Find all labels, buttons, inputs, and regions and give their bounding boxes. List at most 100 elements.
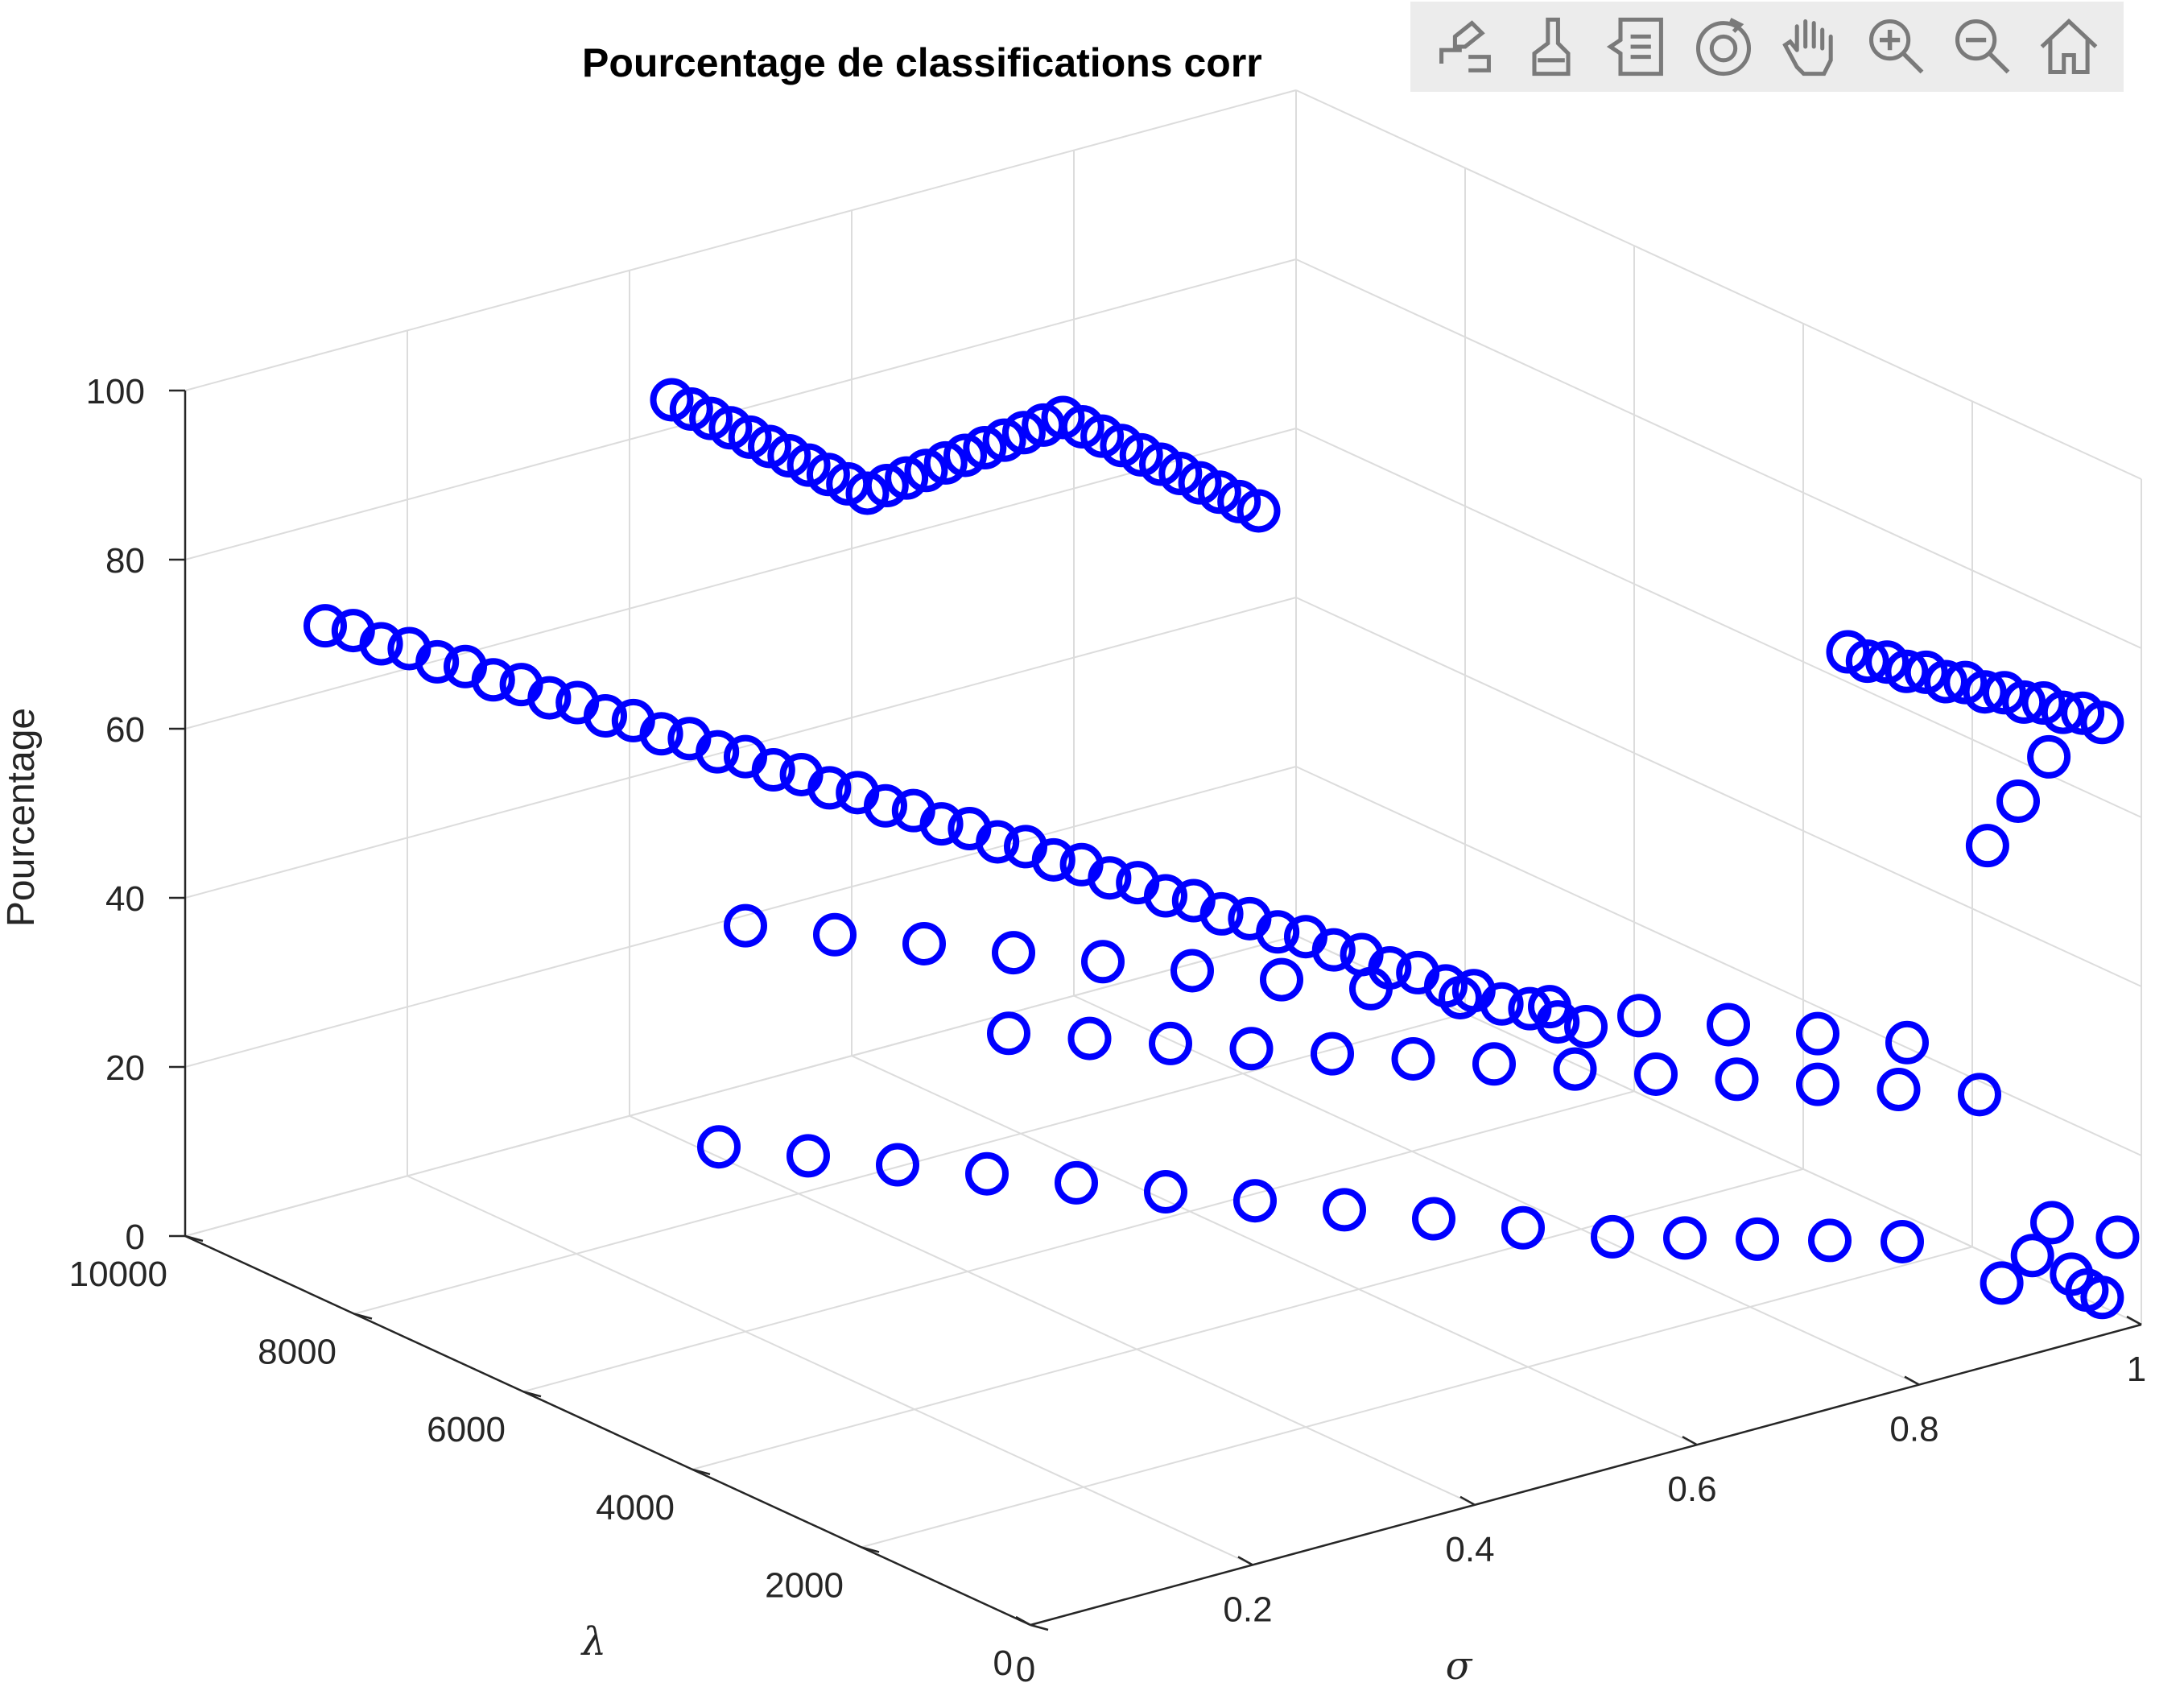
data-point[interactable] <box>943 433 987 478</box>
data-point[interactable] <box>1796 1062 1839 1106</box>
data-point[interactable] <box>1031 837 1075 882</box>
pan-button[interactable] <box>1773 10 1848 84</box>
data-point[interactable] <box>639 712 683 756</box>
data-point[interactable] <box>471 658 515 702</box>
data-point[interactable] <box>1924 659 1967 704</box>
data-point[interactable] <box>1149 1021 1192 1065</box>
rotate-3d-button[interactable] <box>1687 10 1761 84</box>
data-point[interactable] <box>885 456 929 500</box>
data-point[interactable] <box>1715 1057 1759 1102</box>
data-point[interactable] <box>2095 1215 2140 1259</box>
data-point[interactable] <box>1260 957 1303 1002</box>
data-point[interactable] <box>751 748 795 792</box>
data-point[interactable] <box>2041 690 2085 734</box>
data-point[interactable] <box>1845 639 1889 684</box>
data-point[interactable] <box>415 639 460 684</box>
export-button[interactable] <box>1428 10 1502 84</box>
data-point[interactable] <box>1229 1027 1274 1071</box>
data-point[interactable] <box>696 730 740 774</box>
data-point[interactable] <box>2080 1275 2124 1320</box>
data-point[interactable] <box>864 783 907 828</box>
data-point[interactable] <box>1736 1217 1779 1261</box>
data-point[interactable] <box>527 676 572 720</box>
data-point[interactable] <box>1439 975 1482 1019</box>
data-point[interactable] <box>2010 1234 2054 1278</box>
data-point[interactable] <box>1663 1216 1707 1260</box>
data-point[interactable] <box>904 449 948 493</box>
data-point[interactable] <box>1081 940 1125 984</box>
data-point[interactable] <box>303 604 347 648</box>
data-point[interactable] <box>1501 1205 1545 1250</box>
data-point[interactable] <box>1067 1016 1112 1060</box>
data-point[interactable] <box>1256 910 1300 954</box>
data-point[interactable] <box>786 1134 830 1178</box>
side-wall-grid-line <box>1295 258 2142 649</box>
data-point[interactable] <box>1236 489 1281 533</box>
brush-button[interactable] <box>1514 10 1588 84</box>
zoom-out-button[interactable] <box>1946 10 2020 84</box>
data-point[interactable] <box>1144 874 1187 918</box>
data-point[interactable] <box>876 1143 919 1187</box>
data-point[interactable] <box>1553 1047 1597 1091</box>
data-point[interactable] <box>697 1125 741 1169</box>
data-point[interactable] <box>1881 1219 1924 1263</box>
data-point[interactable] <box>1564 1005 1608 1048</box>
data-point[interactable] <box>1170 949 1214 993</box>
data-point[interactable] <box>963 426 1007 470</box>
data-point[interactable] <box>919 802 964 846</box>
data-point[interactable] <box>1591 1214 1634 1259</box>
data-point[interactable] <box>1055 1160 1098 1205</box>
legend-button[interactable] <box>1600 10 1674 84</box>
data-point[interactable] <box>1001 411 1046 455</box>
data-point[interactable] <box>845 471 890 515</box>
data-point[interactable] <box>1412 1197 1455 1241</box>
data-point[interactable] <box>1796 1011 1839 1056</box>
data-point[interactable] <box>1617 994 1661 1038</box>
data-point[interactable] <box>1472 1042 1516 1086</box>
data-point[interactable] <box>923 440 968 485</box>
data-point[interactable] <box>1199 891 1244 936</box>
data-point[interactable] <box>2030 1201 2074 1245</box>
data-point[interactable] <box>902 921 946 965</box>
data-point[interactable] <box>1311 928 1356 972</box>
data-point[interactable] <box>1958 1073 2001 1117</box>
data-point[interactable] <box>982 418 1026 462</box>
data-point[interactable] <box>1634 1052 1678 1096</box>
data-point[interactable] <box>1885 649 1929 693</box>
data-point[interactable] <box>1088 856 1132 900</box>
home-button[interactable] <box>2032 10 2106 84</box>
data-point[interactable] <box>987 1011 1030 1056</box>
data-point[interactable] <box>1965 824 2009 868</box>
data-point[interactable] <box>1144 1170 1187 1214</box>
data-point[interactable] <box>2080 701 2124 745</box>
data-point[interactable] <box>965 1151 1009 1196</box>
data-point[interactable] <box>807 766 852 810</box>
data-point[interactable] <box>584 693 627 738</box>
data-point[interactable] <box>1480 982 1524 1026</box>
data-point[interactable] <box>1391 1036 1435 1081</box>
data-point[interactable] <box>1707 1003 1750 1047</box>
data-point[interactable] <box>1323 1188 1366 1232</box>
data-point[interactable] <box>1311 1032 1354 1076</box>
data-point[interactable] <box>1876 1067 1921 1111</box>
data-point[interactable] <box>813 912 857 957</box>
rotate-3d-icon <box>1696 18 1752 76</box>
data-point[interactable] <box>724 903 767 948</box>
data-point[interactable] <box>1996 779 2040 824</box>
data-point[interactable] <box>1980 1261 2024 1305</box>
data-point[interactable] <box>1963 670 2007 714</box>
data-point[interactable] <box>1349 966 1393 1011</box>
data-point[interactable] <box>2002 680 2046 724</box>
data-point[interactable] <box>1528 985 1571 1029</box>
data-point[interactable] <box>865 464 909 508</box>
data-points[interactable] <box>303 378 2140 1320</box>
data-point[interactable] <box>359 622 403 666</box>
data-point[interactable] <box>1808 1218 1852 1263</box>
zoom-in-button[interactable] <box>1860 10 1934 84</box>
data-point[interactable] <box>992 931 1035 975</box>
data-point[interactable] <box>1885 1020 1929 1065</box>
data-point[interactable] <box>976 820 1020 864</box>
data-point[interactable] <box>1233 1179 1277 1223</box>
data-point[interactable] <box>2027 734 2071 779</box>
